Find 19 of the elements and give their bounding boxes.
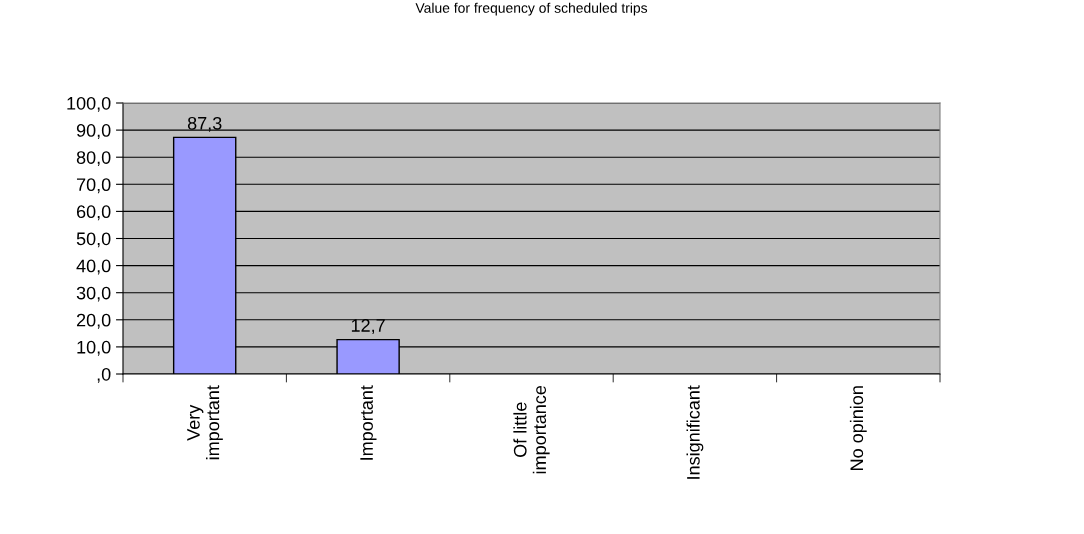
x-tick-label: Important bbox=[360, 385, 377, 460]
chart-title: Value for frequency of scheduled trips bbox=[415, 2, 648, 16]
y-tick-label: 10,0 bbox=[77, 340, 111, 356]
y-tick-label: 50,0 bbox=[76, 232, 111, 248]
x-tick-label: Insignificant bbox=[686, 385, 704, 479]
y-tick-label: 40,0 bbox=[76, 259, 111, 275]
x-tick-label: No opinion bbox=[849, 386, 867, 470]
y-tick-label: 100,0 bbox=[67, 96, 111, 112]
y-tick-label: 20,0 bbox=[76, 313, 111, 329]
y-tick-label: 30,0 bbox=[76, 286, 111, 302]
y-tick-label: 90,0 bbox=[76, 124, 111, 139]
y-tick-label: 70,0 bbox=[76, 178, 111, 194]
x-tick-label: Of little importance bbox=[513, 385, 550, 474]
data-label: 87,3 bbox=[187, 116, 222, 132]
data-label: 12,7 bbox=[351, 319, 385, 334]
y-tick-label: ,0 bbox=[97, 367, 111, 383]
x-tick-label: Very important bbox=[187, 385, 223, 460]
y-tick-label: 60,0 bbox=[76, 205, 111, 221]
y-tick-label: 80,0 bbox=[76, 151, 111, 167]
